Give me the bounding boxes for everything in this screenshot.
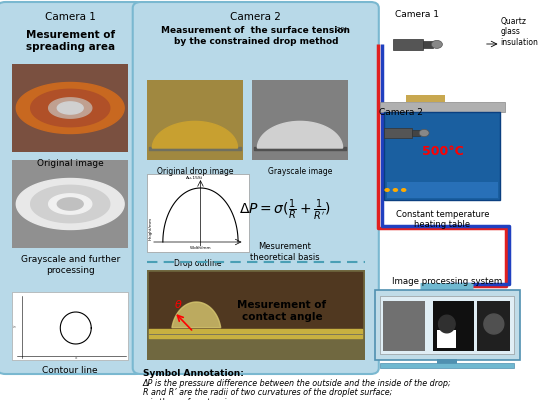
Bar — [384, 112, 500, 200]
Text: y: y — [13, 325, 17, 327]
Text: Original drop image: Original drop image — [156, 167, 233, 176]
Text: σ is the surface tension.: σ is the surface tension. — [143, 398, 239, 400]
Text: $\Delta P = \sigma(\frac{1}{R}+\frac{1}{R^{\prime}})$: $\Delta P = \sigma(\frac{1}{R}+\frac{1}{… — [239, 198, 331, 222]
Polygon shape — [153, 122, 238, 148]
Text: Mesurement of
contact angle: Mesurement of contact angle — [237, 300, 326, 322]
Bar — [423, 41, 433, 48]
FancyBboxPatch shape — [133, 2, 379, 374]
Text: [20]: [20] — [335, 26, 347, 31]
Bar — [437, 330, 456, 348]
Bar — [437, 359, 457, 365]
Bar — [387, 182, 498, 198]
Text: Original image: Original image — [37, 159, 103, 168]
Bar — [384, 128, 412, 138]
Text: Drop outline: Drop outline — [174, 259, 221, 268]
Text: $\theta$: $\theta$ — [174, 298, 183, 310]
Text: Grayscale and further
processing: Grayscale and further processing — [20, 255, 120, 275]
Polygon shape — [31, 185, 109, 223]
Bar — [147, 270, 365, 360]
Text: Image processing system: Image processing system — [392, 277, 503, 286]
Text: Camera 2: Camera 2 — [231, 12, 281, 22]
Polygon shape — [49, 98, 92, 118]
Text: x: x — [75, 356, 77, 360]
Bar — [393, 39, 423, 50]
Text: R and R’ are the radii of two curvatures of the droplet surface;: R and R’ are the radii of two curvatures… — [143, 388, 392, 398]
Text: ΔP is the pressure difference between the outside and the inside of the drop;: ΔP is the pressure difference between th… — [143, 379, 451, 388]
Bar — [147, 80, 243, 160]
Text: Grayscale image: Grayscale image — [268, 167, 332, 176]
Bar — [147, 174, 249, 252]
Circle shape — [419, 129, 429, 137]
Polygon shape — [439, 315, 455, 333]
Polygon shape — [49, 194, 92, 214]
FancyBboxPatch shape — [0, 2, 144, 374]
Text: Mesurement of
spreading area: Mesurement of spreading area — [26, 30, 115, 52]
Bar — [406, 95, 445, 102]
Bar — [380, 296, 514, 354]
Polygon shape — [257, 122, 342, 148]
Bar — [380, 363, 514, 368]
Bar — [477, 301, 510, 351]
Circle shape — [384, 188, 390, 192]
Bar — [412, 130, 420, 136]
Polygon shape — [58, 198, 83, 210]
Text: Quartz
glass
insulation: Quartz glass insulation — [500, 17, 538, 47]
Text: Constant temperature
heating table: Constant temperature heating table — [395, 210, 489, 230]
Bar — [252, 80, 348, 160]
Bar — [383, 301, 425, 351]
Text: Au-15Si: Au-15Si — [186, 176, 204, 180]
Bar — [12, 160, 128, 248]
Polygon shape — [484, 314, 504, 334]
Text: 500°C: 500°C — [421, 145, 463, 158]
Text: Width/mm: Width/mm — [190, 246, 211, 250]
Bar — [380, 102, 505, 112]
Text: Measurement of  the surface tension
by the constrained drop method: Measurement of the surface tension by th… — [161, 26, 350, 46]
Polygon shape — [58, 102, 83, 114]
Text: Camera 1: Camera 1 — [45, 12, 96, 22]
Text: Camera 1: Camera 1 — [395, 10, 440, 19]
Text: Contour line: Contour line — [43, 366, 98, 375]
Bar — [375, 290, 520, 360]
Polygon shape — [17, 82, 124, 134]
Text: Symbol Annotation:: Symbol Annotation: — [143, 369, 243, 378]
Circle shape — [401, 188, 406, 192]
Polygon shape — [172, 302, 221, 328]
Circle shape — [393, 188, 398, 192]
Circle shape — [431, 40, 442, 48]
Text: Mesurement
theoretical basis: Mesurement theoretical basis — [250, 242, 320, 262]
Polygon shape — [31, 89, 109, 127]
Polygon shape — [17, 178, 124, 230]
Bar — [12, 292, 128, 360]
Bar — [433, 301, 474, 351]
Text: Height/mm: Height/mm — [148, 217, 152, 240]
Text: Camera 2: Camera 2 — [379, 108, 422, 117]
Bar — [12, 64, 128, 152]
